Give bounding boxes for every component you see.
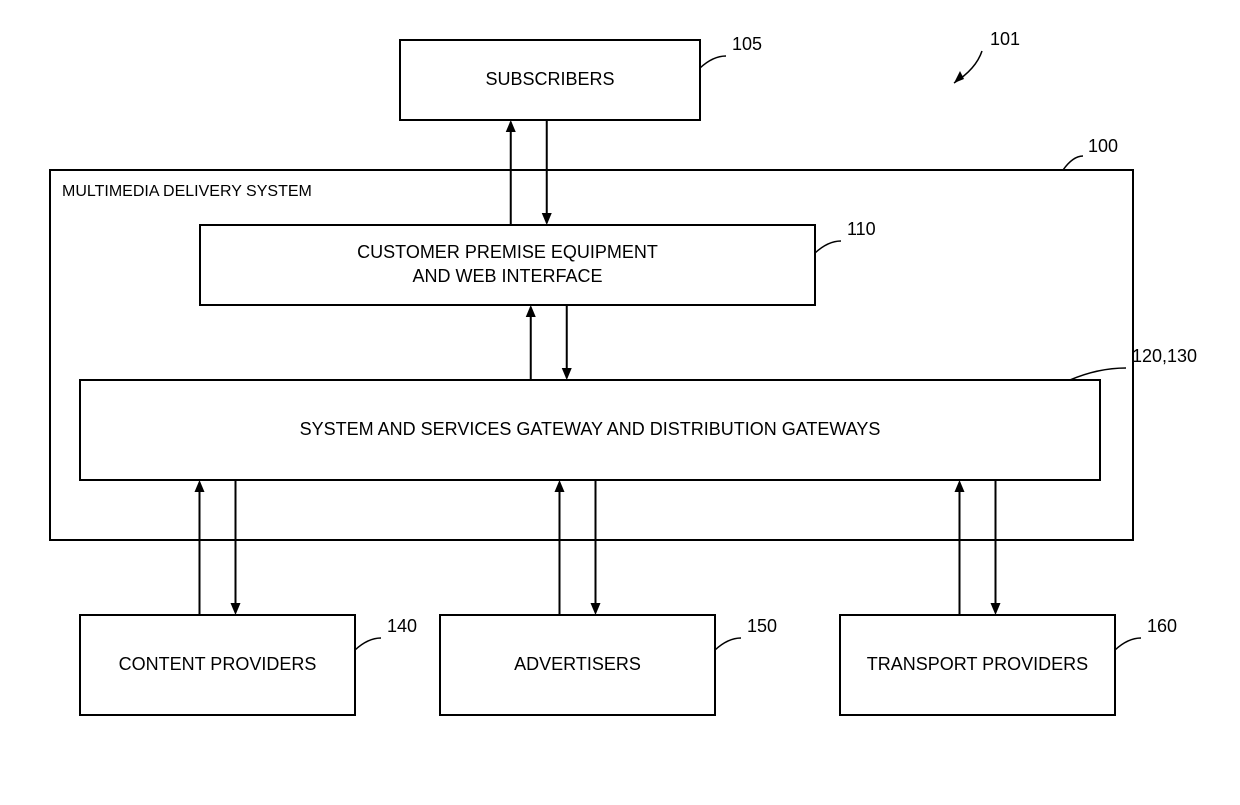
node-content-ref: 140	[387, 616, 417, 636]
system-container-title: MULTIMEDIA DELIVERY SYSTEM	[62, 183, 312, 200]
node-subscribers-ref: 105	[732, 34, 762, 54]
node-gateways-ref: 120,130	[1132, 346, 1197, 366]
figure-ref-label: 101	[990, 29, 1020, 49]
node-subscribers-label: SUBSCRIBERS	[485, 69, 614, 89]
node-transport-ref: 160	[1147, 616, 1177, 636]
node-transport-label: TRANSPORT PROVIDERS	[867, 654, 1088, 674]
node-cpe-label-2: AND WEB INTERFACE	[412, 266, 602, 286]
node-advertisers-label: ADVERTISERS	[514, 654, 641, 674]
node-cpe-label-1: CUSTOMER PREMISE EQUIPMENT	[357, 242, 658, 262]
node-cpe-ref: 110	[847, 219, 876, 239]
node-advertisers-ref: 150	[747, 616, 777, 636]
diagram-canvas: MULTIMEDIA DELIVERY SYSTEM 100 101 SUBSCRIB…	[0, 0, 1240, 805]
node-gateways-label: SYSTEM AND SERVICES GATEWAY AND DISTRIBU…	[300, 419, 881, 439]
system-container-ref: 100	[1088, 136, 1118, 156]
node-content-label: CONTENT PROVIDERS	[119, 654, 317, 674]
